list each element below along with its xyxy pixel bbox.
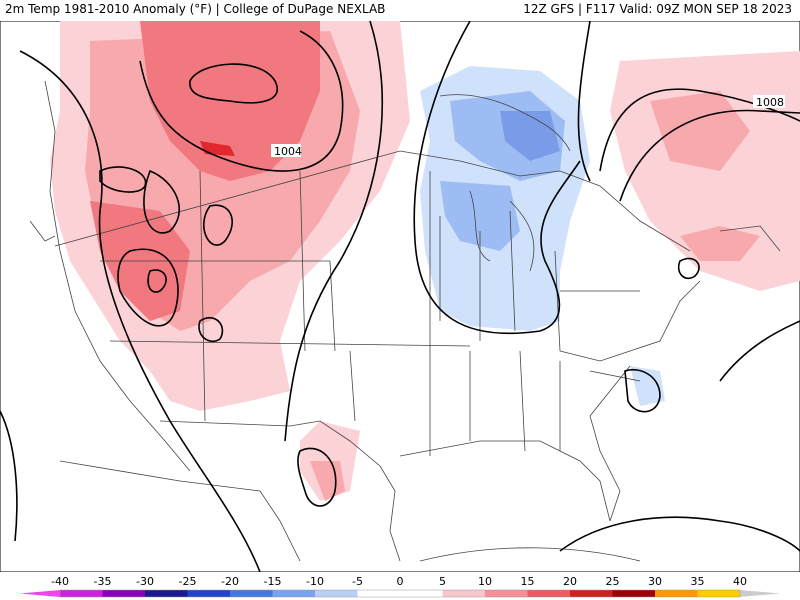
color-scale-segment [612, 590, 655, 597]
anomaly-map[interactable]: 1004 1008 [0, 21, 800, 572]
color-scale-segment [697, 590, 740, 597]
map-title: 2m Temp 1981-2010 Anomaly (°F) | College… [5, 2, 386, 16]
color-scale-segment [485, 590, 528, 597]
color-scale-tick-label: 15 [521, 575, 535, 588]
color-scale-tick-label: -35 [94, 575, 112, 588]
color-scale-segment [357, 590, 400, 597]
model-run-info: 12Z GFS | F117 Valid: 09Z MON SEP 18 202… [523, 2, 792, 16]
isobar-labels: 1004 1008 [271, 95, 785, 158]
color-scale-tick-label: 35 [691, 575, 705, 588]
isobar-label-1008: 1008 [756, 96, 784, 109]
color-scale-segment [527, 590, 570, 597]
color-scale-tick-label: 0 [397, 575, 404, 588]
isobar-contours [0, 21, 800, 572]
color-scale-segment [272, 590, 315, 597]
political-boundaries [29, 80, 781, 562]
color-scale-tick-label: -30 [136, 575, 154, 588]
color-scale-tick-label: 10 [478, 575, 492, 588]
color-scale-tick-label: -40 [51, 575, 69, 588]
color-scale-tick-label: -25 [179, 575, 197, 588]
color-scale-segment [230, 590, 273, 597]
color-scale-outline [59, 589, 741, 598]
color-scale-segment [315, 590, 358, 597]
header: 2m Temp 1981-2010 Anomaly (°F) | College… [0, 0, 800, 20]
color-scale-segment [655, 590, 698, 597]
color-scale-segment [187, 590, 230, 597]
isobar-label-1004: 1004 [274, 145, 302, 158]
color-scale-legend: -40 -35 -30 -25 -20 -15 -10 -5 0 5 10 15 20 25 30 35 40 [20, 575, 780, 598]
color-scale-tick-label: -10 [306, 575, 324, 588]
color-scale-tick-label: 20 [563, 575, 577, 588]
color-scale-tick-label: -20 [221, 575, 239, 588]
color-scale-segment [400, 590, 443, 597]
color-scale-segment [60, 590, 103, 597]
warm-anomaly-shading [50, 21, 800, 501]
color-scale-segment [570, 590, 613, 597]
color-scale-tick-label: 40 [733, 575, 747, 588]
color-scale-tick-label: -5 [352, 575, 363, 588]
color-scale-bar [20, 589, 780, 598]
color-scale-segment [442, 590, 485, 597]
color-scale-tick-label: 25 [606, 575, 620, 588]
color-scale-right-arrow [740, 590, 780, 597]
color-scale-left-arrow [20, 590, 60, 597]
color-scale-segment [102, 590, 145, 597]
color-scale-tick-label: 30 [648, 575, 662, 588]
color-scale-tick-label: 5 [439, 575, 446, 588]
color-scale-tick-label: -15 [264, 575, 282, 588]
color-scale-tick-labels: -40 -35 -30 -25 -20 -15 -10 -5 0 5 10 15 20 25 30 35 40 [51, 575, 747, 588]
color-scale-segment [145, 590, 188, 597]
